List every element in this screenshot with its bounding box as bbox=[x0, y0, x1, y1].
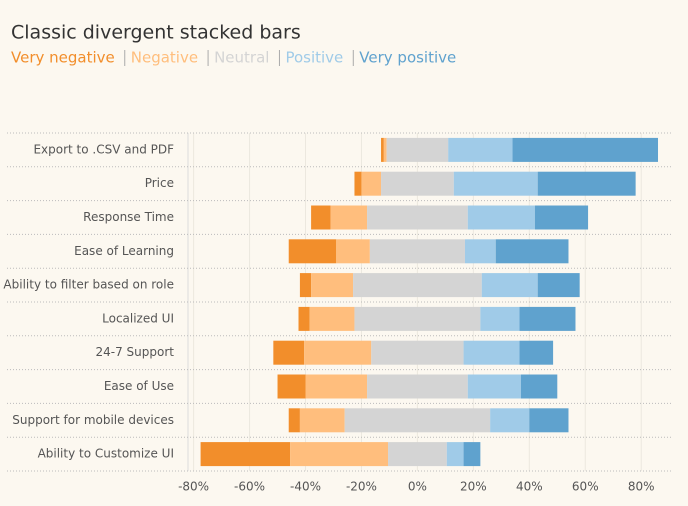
bar-segment bbox=[290, 442, 389, 467]
bar-segment bbox=[519, 306, 576, 331]
category-label: Ability to Customize UI bbox=[38, 447, 174, 461]
bar-segment bbox=[299, 273, 312, 298]
category-label: Ease of Use bbox=[104, 379, 174, 393]
bar-segment bbox=[299, 408, 345, 433]
bar-segment bbox=[369, 239, 465, 264]
bar-segment bbox=[353, 273, 482, 298]
legend-entry: Very positive bbox=[359, 49, 456, 67]
bar-segment bbox=[273, 340, 305, 365]
bar-segment bbox=[386, 137, 449, 162]
bar-segment bbox=[381, 171, 454, 196]
bar-segment bbox=[463, 340, 520, 365]
bar-segment bbox=[361, 171, 382, 196]
bar-segment bbox=[453, 171, 538, 196]
bar-segment bbox=[495, 239, 569, 264]
legend-entry: Very negative bbox=[11, 49, 115, 67]
legend-entry: Neutral bbox=[214, 49, 269, 67]
bar-segment bbox=[354, 171, 362, 196]
bar-segment bbox=[309, 306, 355, 331]
bar-segment bbox=[529, 408, 569, 433]
x-tick-label: 60% bbox=[572, 480, 599, 494]
bar-segment bbox=[367, 374, 468, 399]
category-label: Localized UI bbox=[102, 311, 174, 325]
x-tick-label: 40% bbox=[516, 480, 543, 494]
category-label: Ability to filter based on role bbox=[3, 278, 174, 292]
bar-segment bbox=[467, 205, 535, 230]
category-label: Response Time bbox=[83, 210, 174, 224]
bar-segment bbox=[519, 340, 554, 365]
bar-segment bbox=[512, 137, 659, 162]
category-label: Export to .CSV and PDF bbox=[33, 142, 174, 156]
bar-segment bbox=[288, 239, 337, 264]
bar-segment bbox=[467, 374, 521, 399]
bar-segment bbox=[480, 306, 520, 331]
bar-segment bbox=[383, 137, 387, 162]
bar-segment bbox=[388, 442, 447, 467]
bar-segment bbox=[311, 205, 331, 230]
bar-segment bbox=[446, 442, 464, 467]
bar-segment bbox=[288, 408, 300, 433]
bar-segment bbox=[277, 374, 306, 399]
bar-segment bbox=[537, 273, 580, 298]
category-label: Price bbox=[145, 176, 174, 190]
bar-segment bbox=[481, 273, 538, 298]
bar-segment bbox=[371, 340, 464, 365]
category-label: Support for mobile devices bbox=[12, 413, 174, 427]
x-tick-label: 20% bbox=[460, 480, 487, 494]
bar-segment bbox=[448, 137, 513, 162]
bar-segment bbox=[464, 239, 496, 264]
bar-segment bbox=[336, 239, 370, 264]
bar-segment bbox=[304, 340, 372, 365]
x-tick-label: 0% bbox=[408, 480, 427, 494]
bar-segment bbox=[490, 408, 530, 433]
category-label: Ease of Learning bbox=[74, 244, 174, 258]
x-tick-label: -20% bbox=[346, 480, 377, 494]
bar-segment bbox=[200, 442, 291, 467]
bar-segment bbox=[311, 273, 354, 298]
x-tick-label: -40% bbox=[290, 480, 321, 494]
bar-segment bbox=[520, 374, 558, 399]
bar-segment bbox=[330, 205, 368, 230]
bar-segment bbox=[381, 137, 384, 162]
bar-segment bbox=[344, 408, 491, 433]
bar-segment bbox=[537, 171, 636, 196]
legend-entry: Positive bbox=[285, 49, 343, 67]
category-label: 24-7 Support bbox=[96, 345, 175, 359]
x-tick-label: -80% bbox=[178, 480, 209, 494]
chart-title: Classic divergent stacked bars bbox=[11, 22, 301, 44]
bar-segment bbox=[534, 205, 589, 230]
bar-segment bbox=[305, 374, 368, 399]
bar-segment bbox=[463, 442, 481, 467]
x-tick-label: 80% bbox=[628, 480, 655, 494]
x-tick-label: -60% bbox=[234, 480, 265, 494]
legend-entry: Negative bbox=[131, 49, 198, 67]
bar-segment bbox=[354, 306, 481, 331]
bar-segment bbox=[367, 205, 468, 230]
bar-segment bbox=[298, 306, 310, 331]
